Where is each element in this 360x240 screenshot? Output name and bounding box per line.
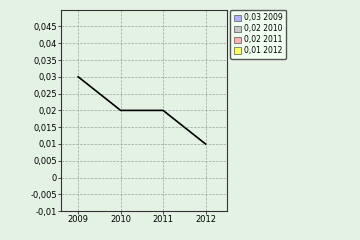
- Legend: 0,03 2009, 0,02 2010, 0,02 2011, 0,01 2012: 0,03 2009, 0,02 2010, 0,02 2011, 0,01 20…: [230, 10, 287, 59]
